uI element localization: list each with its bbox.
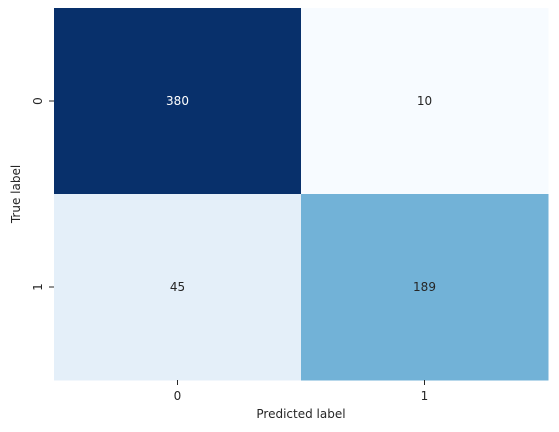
heatmap-cell-1-1 bbox=[301, 194, 549, 381]
heatmap-cell-1-0 bbox=[54, 194, 302, 381]
heatmap-cell-0-0 bbox=[54, 8, 302, 195]
cell-value-label-0-1: 10 bbox=[417, 94, 432, 108]
heatmap-cells bbox=[54, 8, 549, 381]
heatmap-cell-0-1 bbox=[301, 8, 549, 195]
y-axis-ticks: 01 bbox=[31, 97, 54, 291]
y-tick-label-1: 1 bbox=[31, 283, 45, 291]
x-tick-label-1: 1 bbox=[421, 389, 429, 403]
cell-value-label-1-0: 45 bbox=[170, 280, 185, 294]
x-axis-label: Predicted label bbox=[256, 407, 345, 421]
y-tick-label-0: 0 bbox=[31, 97, 45, 105]
cell-value-label-0-0: 380 bbox=[166, 94, 189, 108]
heatmap-cell-labels: 380 10 45 189 bbox=[166, 94, 436, 294]
y-axis-label: True label bbox=[9, 165, 23, 224]
x-tick-label-0: 0 bbox=[174, 389, 182, 403]
cell-value-label-1-1: 189 bbox=[413, 280, 436, 294]
